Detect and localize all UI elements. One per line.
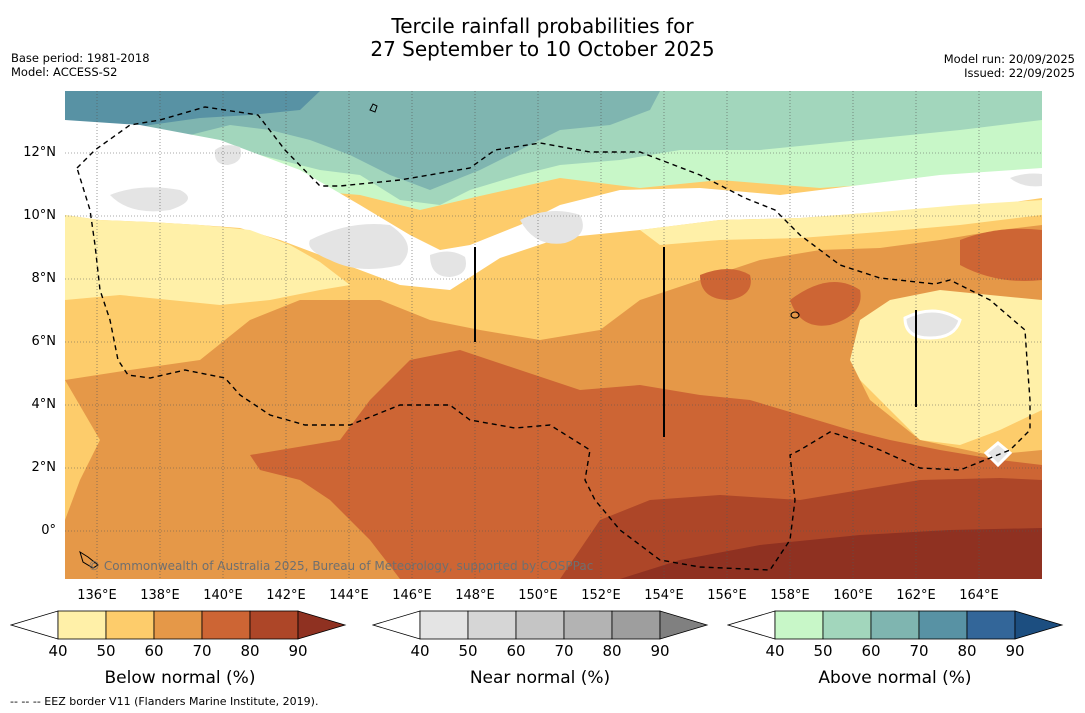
below-70-patch [700, 269, 751, 300]
colorbar-tick-label: 70 [192, 642, 212, 660]
colorbar-tick-label: 60 [144, 642, 164, 660]
colorbar-below-normal [10, 610, 347, 640]
colorbar-above-normal [727, 610, 1064, 640]
colorbar-segment [153, 610, 203, 640]
near-normal-patch [309, 224, 408, 269]
lon-label: 136°E [77, 588, 117, 603]
lon-label: 146°E [392, 588, 432, 603]
near-normal-patch [110, 187, 188, 212]
model-name: Model: ACCESS-S2 [11, 65, 118, 79]
colorbar-tick-label: 50 [813, 642, 833, 660]
colorbar-segment [201, 610, 251, 640]
below-90-band [620, 528, 1042, 579]
near-normal-patch [1010, 173, 1042, 187]
colorbar-tick-label: 60 [506, 642, 526, 660]
colorbar-title-above: Above normal (%) [818, 668, 972, 688]
colorbar-tick-label: 90 [288, 642, 308, 660]
copyright-notice: © Commonwealth of Australia 2025, Bureau… [88, 559, 594, 573]
colorbar-segment [822, 610, 872, 640]
colorbar-segment [467, 610, 517, 640]
colorbar-tick-label: 70 [909, 642, 929, 660]
boundary-lines [474, 247, 917, 437]
lon-label: 152°E [581, 588, 621, 603]
lon-label: 156°E [707, 588, 747, 603]
colorbar-tick-label: 70 [554, 642, 574, 660]
colorbar-extend-high [297, 610, 347, 640]
islands [79, 103, 800, 569]
colorbar-extend-low [372, 610, 421, 640]
colorbar-extend-high [659, 610, 709, 640]
colorbar-title-below: Below normal (%) [104, 668, 256, 688]
eez-borders [76, 106, 1031, 571]
lon-label: 140°E [203, 588, 243, 603]
lon-label: 160°E [833, 588, 873, 603]
lon-label: 158°E [770, 588, 810, 603]
lat-label: 0° [41, 523, 56, 538]
colorbar-tick-label: 90 [1005, 642, 1025, 660]
colorbar-tick-label: 40 [765, 642, 785, 660]
colorbar-tick-label: 80 [957, 642, 977, 660]
near-normal-diamond [983, 441, 1013, 468]
model-run: Model run: 20/09/2025 [943, 52, 1075, 66]
near-normal-patch [520, 211, 583, 244]
near-normal-patch [214, 145, 242, 165]
below-40-east [840, 288, 1042, 445]
colorbar-tick-label: 40 [410, 642, 430, 660]
probability-field [65, 91, 1042, 579]
colorbar-tick-label: 40 [48, 642, 68, 660]
lon-label: 138°E [140, 588, 180, 603]
colorbar-segment [563, 610, 613, 640]
below-70-patch [790, 282, 861, 326]
lat-label: 6°N [31, 334, 57, 349]
lat-label: 4°N [31, 397, 57, 412]
colorbar-extend-low [10, 610, 59, 640]
near-normal-patch [430, 251, 466, 277]
base-period: Base period: 1981-2018 [11, 51, 150, 65]
colorbar-tick-label: 80 [240, 642, 260, 660]
lon-label: 144°E [329, 588, 369, 603]
colorbar-segment [419, 610, 469, 640]
colorbar-segment [966, 610, 1016, 640]
near-normal-patch-east [903, 309, 962, 340]
colorbar-segment [611, 610, 661, 640]
colorbar-tick-label: 90 [650, 642, 670, 660]
lon-label: 148°E [455, 588, 495, 603]
colorbar-extend-high [1014, 610, 1064, 640]
issued-date: Issued: 22/09/2025 [964, 66, 1075, 80]
colorbar-segment [105, 610, 155, 640]
lat-label: 10°N [23, 208, 56, 223]
below-70-patch [960, 228, 1042, 281]
eez-footnote: -- -- -- EEZ border V11 (Flanders Marine… [10, 695, 319, 708]
lat-label: 2°N [31, 460, 57, 475]
lon-label: 154°E [644, 588, 684, 603]
colorbar-tick-label: 60 [861, 642, 881, 660]
gridlines [65, 91, 1042, 579]
colorbar-title-near: Near normal (%) [469, 668, 611, 688]
lon-label: 162°E [896, 588, 936, 603]
colorbar-segment [918, 610, 968, 640]
colorbar-segment [774, 610, 824, 640]
lon-label: 150°E [518, 588, 558, 603]
lon-label: 164°E [959, 588, 999, 603]
below-40-band [640, 200, 1042, 245]
lon-label: 142°E [266, 588, 306, 603]
colorbar-segment [515, 610, 565, 640]
lat-label: 8°N [31, 271, 57, 286]
colorbar-tick-label: 50 [458, 642, 478, 660]
colorbar-segment [870, 610, 920, 640]
colorbar-near-normal [372, 610, 709, 640]
colorbar-segment [249, 610, 299, 640]
colorbar-extend-low [727, 610, 776, 640]
lat-label: 12°N [23, 145, 56, 160]
colorbar-segment [57, 610, 107, 640]
colorbar-tick-label: 50 [96, 642, 116, 660]
map-title-line2: 27 September to 10 October 2025 [370, 37, 715, 61]
colorbar-tick-label: 80 [602, 642, 622, 660]
below-40-band [65, 215, 350, 305]
no-dominant-band [65, 120, 1042, 290]
map-title-line1: Tercile rainfall probabilities for [391, 14, 694, 38]
